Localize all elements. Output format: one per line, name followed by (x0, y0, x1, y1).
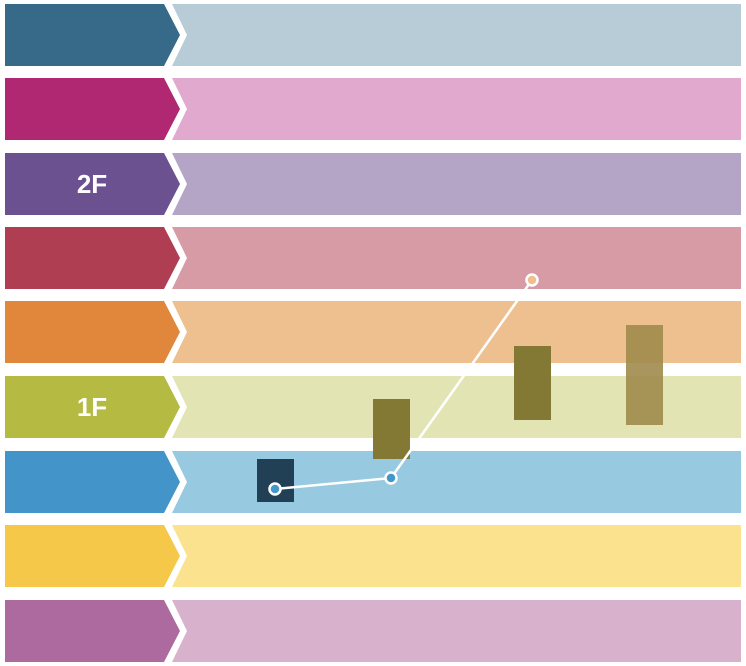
row-band (172, 525, 741, 587)
row-tab (5, 301, 180, 363)
row-band (172, 451, 741, 513)
row-band (172, 600, 741, 662)
row-tab (5, 78, 180, 140)
floor-label: 1F (77, 392, 107, 422)
floor-label: 2F (77, 169, 107, 199)
block (514, 346, 551, 420)
row-band (172, 376, 741, 438)
path-point (384, 471, 398, 485)
row-tab (5, 525, 180, 587)
row-tab (5, 600, 180, 662)
block (373, 399, 410, 459)
path-point (525, 273, 539, 287)
row-band (172, 153, 741, 215)
row-band (172, 78, 741, 140)
row-tab (5, 376, 180, 438)
row-band (172, 301, 741, 363)
row-band (172, 227, 741, 289)
row-tab (5, 153, 180, 215)
path-point (268, 482, 282, 496)
row-tab (5, 4, 180, 66)
row-band (172, 4, 741, 66)
block (626, 325, 663, 425)
row-tab (5, 451, 180, 513)
row-tab (5, 227, 180, 289)
